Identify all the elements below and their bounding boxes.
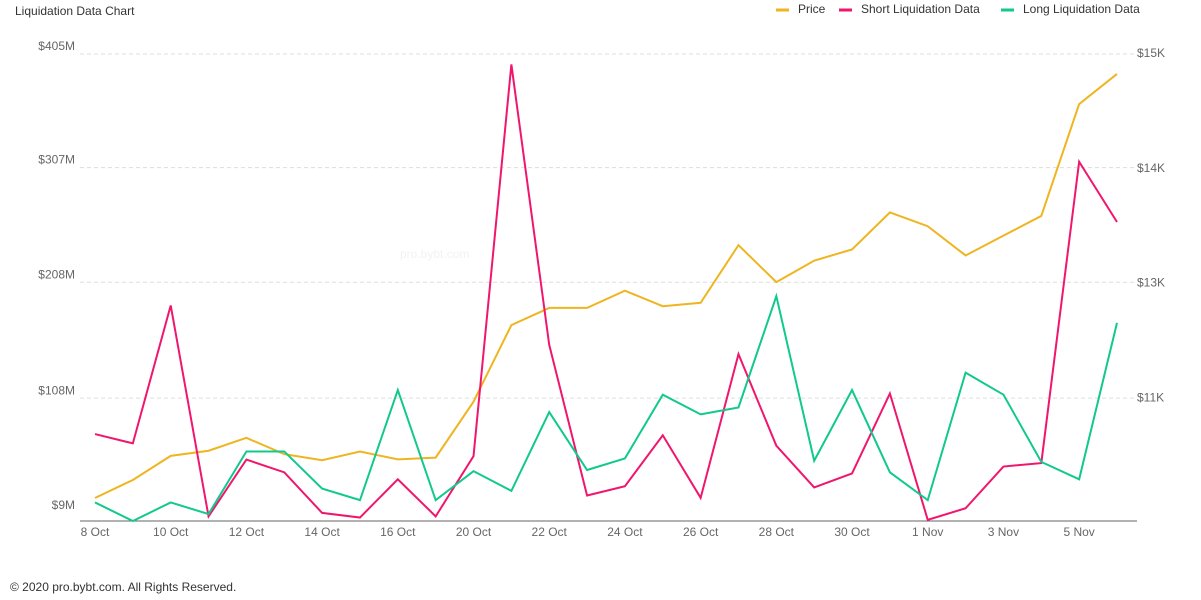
y-tick-label: $307M (38, 153, 75, 167)
x-tick-label: 3 Nov (988, 525, 1019, 539)
y-tick-label: $9M (52, 498, 75, 512)
y-tick-label: $108M (38, 383, 75, 397)
series-line (94, 73, 1118, 499)
x-tick-label: 8 Oct (81, 525, 110, 539)
x-tick-label: 12 Oct (229, 525, 265, 539)
chart-title: Liquidation Data Chart (15, 4, 135, 18)
x-tick-label: 22 Oct (532, 525, 568, 539)
y-tick-label: $208M (38, 267, 75, 281)
x-tick-label: 5 Nov (1063, 525, 1094, 539)
y2-tick-label: $11K (1137, 390, 1164, 404)
x-tick-label: 16 Oct (380, 525, 416, 539)
x-tick-label: 24 Oct (607, 525, 643, 539)
footer: © 2020 pro.bybt.com. All Rights Reserved… (10, 580, 236, 594)
x-tick-label: 1 Nov (912, 525, 943, 539)
legend-label: Long Liquidation Data (1023, 2, 1140, 16)
legend-label: Short Liquidation Data (861, 2, 980, 16)
series-line (94, 292, 1118, 523)
watermark: pro.bybt.com (400, 247, 469, 261)
x-tick-label: 20 Oct (456, 525, 492, 539)
x-tick-label: 28 Oct (759, 525, 795, 539)
x-tick-label: 14 Oct (304, 525, 340, 539)
x-tick-label: 30 Oct (834, 525, 870, 539)
x-tick-label: 10 Oct (153, 525, 189, 539)
y2-tick-label: $14K (1137, 161, 1165, 175)
x-tick-label: 26 Oct (683, 525, 719, 539)
series-line (94, 64, 1118, 522)
y2-tick-label: $15K (1137, 46, 1165, 60)
legend-label: Price (798, 2, 826, 16)
y2-tick-label: $13K (1137, 276, 1165, 290)
y-tick-label: $405M (38, 39, 75, 53)
